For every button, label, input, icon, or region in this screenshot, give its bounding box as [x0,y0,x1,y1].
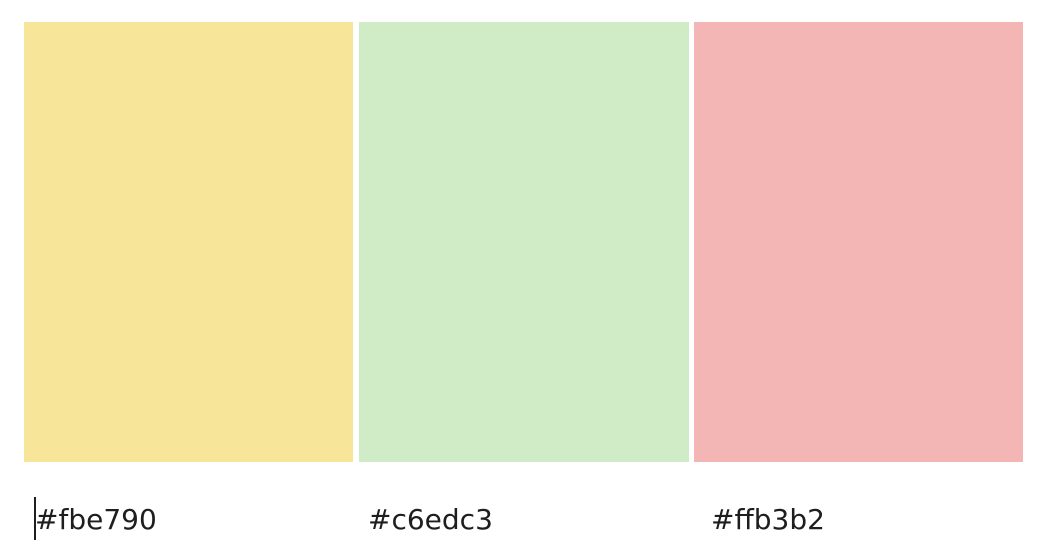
text-cursor [34,497,36,540]
color-swatch-pink[interactable] [694,22,1023,462]
swatch-label-yellow[interactable]: #fbe790 [35,503,157,536]
color-swatch-green[interactable] [359,22,689,462]
color-swatch-yellow[interactable] [24,22,353,462]
swatch-label-green[interactable]: #c6edc3 [368,503,493,536]
swatch-label-pink[interactable]: #ffb3b2 [711,503,825,536]
